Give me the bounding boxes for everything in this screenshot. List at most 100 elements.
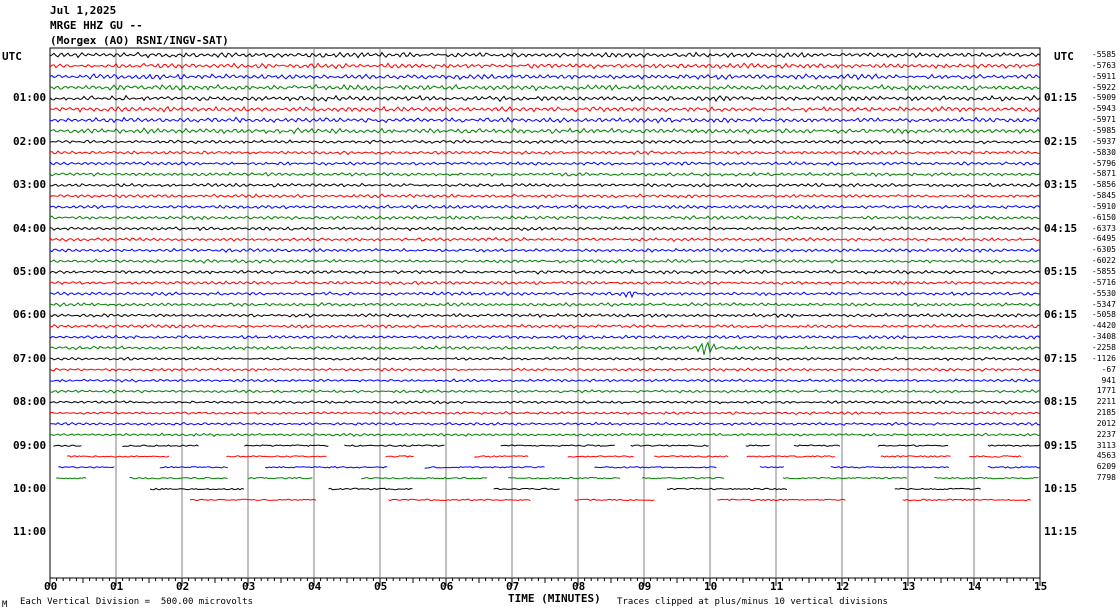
hour-label-right: 03:15 [1044, 178, 1078, 192]
trace-offset-label: -5985 [1091, 125, 1116, 135]
hour-label-right: 04:15 [1044, 221, 1078, 235]
trace-offset-label: -5763 [1091, 60, 1116, 70]
hour-label-left: 10:00 [13, 482, 47, 495]
trace-offset-label: 1771 [1096, 386, 1116, 396]
trace-line [49, 367, 1041, 372]
trace-line [49, 432, 1041, 438]
x-tick-label: 08 [572, 580, 586, 593]
hour-label-left: 02:00 [13, 134, 47, 148]
x-tick-label: 01 [110, 580, 124, 593]
trace-offset-label: -5830 [1091, 147, 1116, 157]
hour-label-right: 09:15 [1044, 438, 1078, 452]
header-date: Jul 1,2025 [50, 4, 117, 17]
trace-line [49, 356, 1041, 362]
hour-label-right: 08:15 [1044, 395, 1078, 409]
trace-offset-label: -6305 [1091, 245, 1116, 255]
hour-label-right: 11:15 [1044, 525, 1078, 539]
trace-line [49, 94, 1041, 103]
trace-offset-label: 2012 [1096, 418, 1116, 428]
x-tick-label: 13 [902, 580, 916, 593]
trace-offset-label: 4563 [1096, 451, 1116, 461]
trace-line [49, 139, 1041, 145]
trace-line [49, 193, 1041, 199]
trace-line [49, 171, 1041, 178]
trace-offset-label: -5855 [1091, 267, 1116, 276]
trace-line [49, 312, 1041, 319]
trace-line [49, 73, 1041, 81]
trace-offset-label: -5716 [1091, 277, 1116, 287]
trace-offset-label: -5909 [1091, 93, 1116, 103]
trace-offset-label: 2237 [1096, 429, 1116, 439]
trace-line [49, 291, 1041, 299]
trace-offset-label: -2258 [1091, 342, 1116, 352]
footer-clip-text: Traces clipped at plus/minus 10 vertical… [617, 597, 888, 607]
hour-label-left: 07:00 [13, 351, 47, 365]
trace-line [49, 341, 1041, 355]
x-tick-label: 11 [770, 580, 784, 593]
trace-line [49, 269, 1041, 275]
trace-line [67, 455, 1022, 458]
trace-line [53, 444, 1040, 448]
trace-offset-label: -5347 [1091, 299, 1116, 309]
header-station: MRGE HHZ GU -- [50, 19, 143, 32]
trace-line [49, 389, 1041, 394]
trace-offset-label: -4420 [1091, 321, 1116, 331]
x-tick-label: 03 [242, 580, 256, 593]
trace-offset-label: -67 [1101, 364, 1116, 374]
trace-offset-label: 3113 [1096, 440, 1116, 450]
x-tick-label: 05 [374, 580, 388, 593]
plot-frame [49, 47, 1041, 579]
trace-offset-label: -5585 [1091, 50, 1116, 59]
x-tick-label: 04 [308, 580, 322, 593]
trace-offset-label: -6373 [1091, 223, 1116, 233]
trace-offset-label: -6022 [1091, 256, 1116, 266]
hour-label-left: 09:00 [13, 438, 47, 452]
x-tick-label: 12 [836, 580, 850, 593]
trace-line [49, 236, 1041, 243]
trace-offset-label: -6150 [1091, 212, 1116, 222]
x-tick-label: 15 [1034, 580, 1048, 593]
trace-offset-label: 2185 [1096, 408, 1116, 418]
trace-line [49, 51, 1041, 59]
trace-offset-label: -5845 [1091, 191, 1116, 201]
hour-label-left: 08:00 [13, 395, 47, 409]
trace-offset-label: -1126 [1091, 353, 1116, 363]
trace-line [49, 400, 1041, 405]
trace-line [49, 334, 1041, 340]
hour-label-left: 04:00 [13, 221, 47, 235]
hour-label-left: 06:00 [13, 308, 47, 322]
hour-label-right: 10:15 [1044, 482, 1078, 495]
hour-label-right: 02:15 [1044, 134, 1078, 148]
trace-offset-label: -5937 [1091, 136, 1116, 146]
hour-label-left: 05:00 [13, 265, 47, 278]
trace-line [49, 116, 1041, 124]
trace-line [49, 62, 1041, 70]
x-tick-label: 09 [638, 580, 652, 593]
trace-line [49, 215, 1041, 221]
trace-offset-label: 6209 [1096, 462, 1116, 472]
x-tick-label: 07 [506, 580, 520, 593]
trace-offset-label: -5530 [1091, 288, 1116, 298]
hour-label-right: 07:15 [1044, 351, 1078, 365]
trace-line [49, 247, 1041, 254]
trace-line [56, 476, 1039, 480]
trace-offset-label: -3408 [1091, 332, 1116, 342]
x-tick-label: 02 [176, 580, 190, 593]
hour-label-right: 01:15 [1044, 91, 1078, 105]
trace-line [49, 421, 1041, 427]
trace-line [49, 150, 1041, 156]
x-tick-label: 00 [44, 580, 58, 593]
trace-line [49, 204, 1041, 210]
hour-label-right: 05:15 [1044, 265, 1078, 278]
x-axis-title: TIME (MINUTES) [508, 592, 601, 605]
trace-offset-label: -5922 [1091, 82, 1116, 92]
trace-line [49, 378, 1041, 383]
hour-label-left: 03:00 [13, 178, 47, 192]
header-network: (Morgex (AO) RSNI/INGV-SAT) [50, 34, 229, 47]
trace-offset-label: -5058 [1091, 310, 1116, 320]
trace-line [49, 258, 1041, 264]
x-tick-label: 10 [704, 580, 718, 593]
trace-offset-label: -5856 [1091, 180, 1116, 190]
x-tick-label: 06 [440, 580, 454, 593]
